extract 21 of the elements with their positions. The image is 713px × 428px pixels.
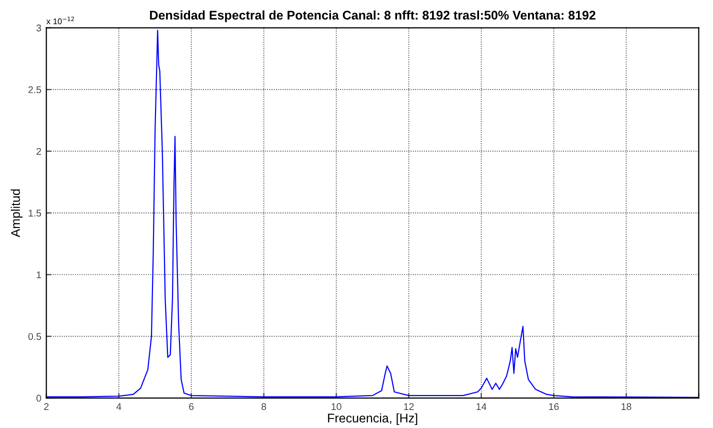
y-tick-label: 1.5 [28,210,42,217]
text: x 10$^{−12}$ [46,16,74,24]
chart-title: Densidad Espectral de Potencia Canal: 8 nfft: 8192 trasl:50% Ventana: 8192 [150,10,596,22]
x-tick-label: 8 [262,403,266,410]
y-tick-label: 2 [36,148,41,155]
x-tick-label: 4 [116,403,122,410]
x-tick-label: 12 [404,403,414,410]
x-tick-label: 6 [189,403,194,410]
y-tick-label: 0.5 [28,333,42,340]
x-tick-label: 14 [476,403,486,410]
y-tick-label: 1 [36,271,42,278]
x-tick-label: 10 [332,403,342,410]
line-series [46,30,699,398]
y-tick-label: 2.5 [28,86,42,94]
y-tick-label: 3 [36,24,42,32]
x-tick-label: 2 [44,403,49,410]
x-tick-label: 18 [622,403,632,410]
x-tick-label: 16 [549,403,559,410]
x-axis-title: Frecuencia, [Hz] [328,413,418,426]
y-axis-title: Amplitud [10,189,22,238]
y-tick-label: 0 [36,394,42,402]
